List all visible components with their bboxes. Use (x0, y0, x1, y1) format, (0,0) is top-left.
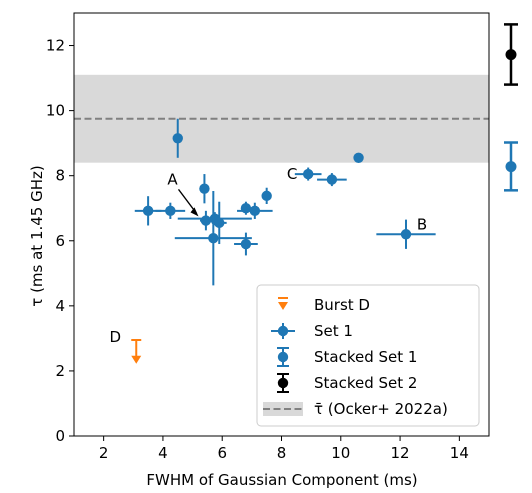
x-tick-label: 14 (450, 444, 469, 462)
legend-entry: Set 1 (271, 322, 353, 340)
annotation-label: C (287, 165, 297, 183)
legend-marker (277, 351, 289, 363)
set1-point (317, 173, 347, 187)
stacked-point (504, 141, 518, 192)
legend-label: Stacked Set 2 (314, 374, 417, 392)
legend-band-swatch (263, 402, 303, 416)
set1-point (155, 202, 186, 219)
legend-box (256, 284, 480, 427)
legend-label: Set 1 (314, 322, 353, 340)
legend-upper-arrowhead (278, 302, 288, 310)
legend-entry: Burst D (278, 296, 370, 314)
x-tick-label: 12 (391, 444, 410, 462)
set1-marker (199, 183, 210, 194)
annotation-arrowhead (190, 207, 199, 217)
legend-entry: τ̄ (Ocker+ 2022a) (263, 400, 448, 418)
stacked-point (504, 23, 518, 86)
annotations-layer: A B C D (109, 165, 427, 346)
set1-point (174, 190, 252, 286)
set1-marker (326, 174, 338, 185)
legend-label: Burst D (314, 296, 370, 314)
stacked-panel-layer (504, 23, 518, 192)
x-tick-label: 10 (331, 444, 350, 462)
x-tick-label: 8 (277, 444, 287, 462)
upper-limit-arrowhead (131, 355, 142, 364)
set1-marker (172, 133, 183, 144)
set1-marker (249, 205, 261, 217)
set1-point (353, 152, 364, 163)
legend-marker (277, 325, 289, 337)
set1-point (172, 118, 183, 158)
data-points-layer (131, 118, 436, 364)
x-axis-label: FWHM of Gaussian Component (ms) (146, 471, 417, 489)
set1-point (376, 219, 436, 249)
legend-label: τ̄ (Ocker+ 2022a) (314, 400, 448, 418)
y-tick-label: 8 (55, 167, 65, 185)
set1-marker (302, 168, 314, 180)
set1-marker (400, 229, 412, 240)
legend: Burst D Set 1 Stacked Set 1 Stacked Set 2 τ̄… (256, 284, 480, 427)
set1-marker (214, 217, 225, 229)
set1-marker (200, 215, 212, 226)
y-tick-label: 10 (46, 102, 65, 120)
x-tick-label: 2 (99, 444, 109, 462)
stacked-marker (505, 49, 517, 61)
set1-marker (240, 203, 252, 214)
set1-marker (353, 152, 364, 163)
set1-marker (240, 238, 252, 250)
set1-point (237, 202, 273, 219)
legend-marker (277, 377, 289, 389)
burst-d-point (131, 339, 142, 364)
y-axis-label: τ (ms at 1.45 GHz) (28, 165, 46, 306)
x-tick-label: 6 (217, 444, 227, 462)
set1-marker (142, 205, 154, 217)
set1-point (240, 201, 252, 215)
set1-marker (261, 190, 272, 202)
stacked-marker (505, 161, 517, 173)
y-tick-label: 6 (55, 232, 65, 250)
set1-point (211, 201, 227, 245)
y-tick-label: 12 (46, 37, 65, 55)
y-tick-label: 2 (55, 362, 65, 380)
y-tick-label: 0 (55, 427, 65, 445)
reference-band-layer (74, 74, 489, 163)
annotation-label: A (167, 170, 178, 188)
set1-marker (165, 205, 176, 217)
axes-layer: 2 4 6 8 10 12 14 0 2 4 6 8 10 12 (46, 12, 490, 462)
annotation-label: D (109, 328, 121, 346)
legend-label: Stacked Set 1 (314, 348, 417, 366)
set1-point (294, 167, 322, 181)
legend-entry: Stacked Set 1 (277, 347, 417, 367)
set1-point (199, 174, 210, 204)
legend-entry: Stacked Set 2 (277, 373, 417, 393)
x-tick-label: 4 (158, 444, 168, 462)
set1-point (261, 187, 272, 205)
set1-point (234, 232, 258, 256)
set1-marker (208, 232, 219, 244)
annotation-label: B (417, 215, 427, 233)
y-tick-label: 4 (55, 297, 65, 315)
